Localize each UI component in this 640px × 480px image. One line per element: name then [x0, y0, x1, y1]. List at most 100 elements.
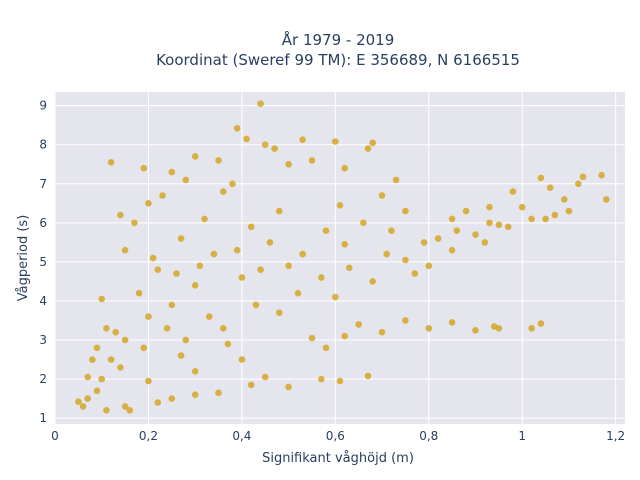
- scatter-point: [299, 250, 306, 258]
- scatter-point: [112, 328, 119, 336]
- scatter-point: [261, 373, 269, 381]
- scatter-point: [215, 389, 222, 397]
- scatter-point: [518, 203, 526, 211]
- scatter-point: [266, 239, 274, 246]
- scatter-point: [117, 211, 124, 219]
- scatter-point: [168, 168, 176, 176]
- scatter-point: [285, 161, 292, 168]
- scatter-point: [472, 231, 479, 238]
- scatter-point: [369, 278, 377, 285]
- scatter-point: [98, 295, 105, 303]
- y-axis-title: Vågperiod (s): [16, 215, 31, 302]
- y-tick-label: 5: [39, 255, 47, 269]
- y-tick-label: 2: [39, 372, 47, 386]
- scatter-point: [383, 250, 391, 258]
- scatter-point: [528, 215, 535, 223]
- scatter-point: [285, 262, 292, 270]
- scatter-point: [191, 282, 199, 289]
- scatter-point: [472, 327, 479, 334]
- x-tick-label: 1,2: [606, 429, 625, 443]
- scatter-point: [131, 219, 138, 227]
- scatter-point: [247, 223, 255, 231]
- scatter-point: [402, 256, 409, 264]
- scatter-point: [364, 372, 372, 380]
- scatter-point: [75, 398, 82, 406]
- scatter-point: [79, 403, 87, 410]
- scatter-point: [107, 159, 115, 166]
- scatter-point: [336, 202, 344, 209]
- scatter-point: [575, 180, 582, 188]
- scatter-point: [182, 336, 190, 344]
- scatter-point: [318, 375, 325, 383]
- x-tick-label: 0,8: [419, 429, 438, 443]
- scatter-point: [219, 188, 227, 195]
- scatter-point: [191, 368, 199, 375]
- scatter-point: [341, 241, 349, 248]
- scatter-point: [495, 221, 503, 229]
- scatter-point: [154, 266, 162, 274]
- scatter-point: [276, 207, 283, 215]
- scatter-point: [107, 356, 115, 363]
- scatter-point: [173, 270, 180, 277]
- y-tick-label: 3: [39, 333, 47, 347]
- scatter-point: [215, 157, 222, 164]
- scatter-point: [486, 203, 493, 211]
- y-tick-label: 7: [39, 177, 47, 191]
- x-tick-label: 0,2: [139, 429, 158, 443]
- y-tick-label: 1: [39, 411, 47, 425]
- x-axis-ticks: 0 0,2 0,4 0,6 0,8 1 1,2: [51, 429, 625, 443]
- scatter-point: [168, 301, 176, 309]
- scatter-point: [453, 227, 461, 234]
- x-gridlines: [54, 92, 617, 424]
- scatter-point: [201, 215, 208, 223]
- scatter-point: [565, 207, 573, 215]
- scatter-point: [121, 403, 129, 410]
- scatter-point: [103, 325, 110, 332]
- scatter-points: [75, 100, 610, 414]
- scatter-point: [322, 344, 330, 352]
- x-axis-title: Signifikant våghöjd (m): [262, 451, 414, 466]
- scatter-point: [561, 196, 568, 203]
- scatter-point: [481, 239, 489, 246]
- scatter-point: [126, 407, 134, 414]
- scatter-point: [233, 125, 241, 132]
- scatter-point: [145, 377, 152, 385]
- scatter-point: [154, 399, 162, 406]
- scatter-point: [257, 266, 264, 274]
- scatter-point: [364, 145, 372, 152]
- scatter-point: [271, 145, 278, 152]
- scatter-point: [332, 293, 339, 301]
- scatter-point: [243, 135, 250, 143]
- scatter-point: [551, 211, 559, 219]
- scatter-point: [149, 254, 157, 262]
- scatter-point: [378, 192, 386, 199]
- scatter-point: [84, 373, 91, 381]
- scatter-point: [238, 356, 246, 363]
- scatter-point: [121, 246, 129, 254]
- y-tick-label: 4: [39, 294, 47, 308]
- x-tick-label: 0: [51, 429, 59, 443]
- scatter-point: [341, 164, 349, 172]
- scatter-point: [98, 375, 105, 383]
- scatter-point: [420, 239, 428, 246]
- scatter-point: [322, 227, 330, 234]
- scatter-point: [276, 309, 283, 317]
- scatter-point: [360, 219, 367, 227]
- scatter-point: [93, 344, 101, 352]
- scatter-point: [159, 192, 166, 199]
- scatter-point: [579, 173, 587, 181]
- scatter-point: [205, 313, 213, 320]
- x-tick-label: 0,6: [326, 429, 345, 443]
- scatter-point: [224, 340, 232, 348]
- scatter-point: [247, 381, 255, 389]
- scatter-point: [135, 289, 143, 297]
- scatter-point: [411, 270, 419, 277]
- scatter-point: [191, 153, 199, 160]
- scatter-point: [425, 262, 433, 270]
- scatter-point: [238, 274, 246, 281]
- scatter-point: [229, 180, 236, 188]
- scatter-point: [140, 344, 148, 352]
- scatter-point: [89, 356, 96, 363]
- scatter-point: [495, 325, 503, 332]
